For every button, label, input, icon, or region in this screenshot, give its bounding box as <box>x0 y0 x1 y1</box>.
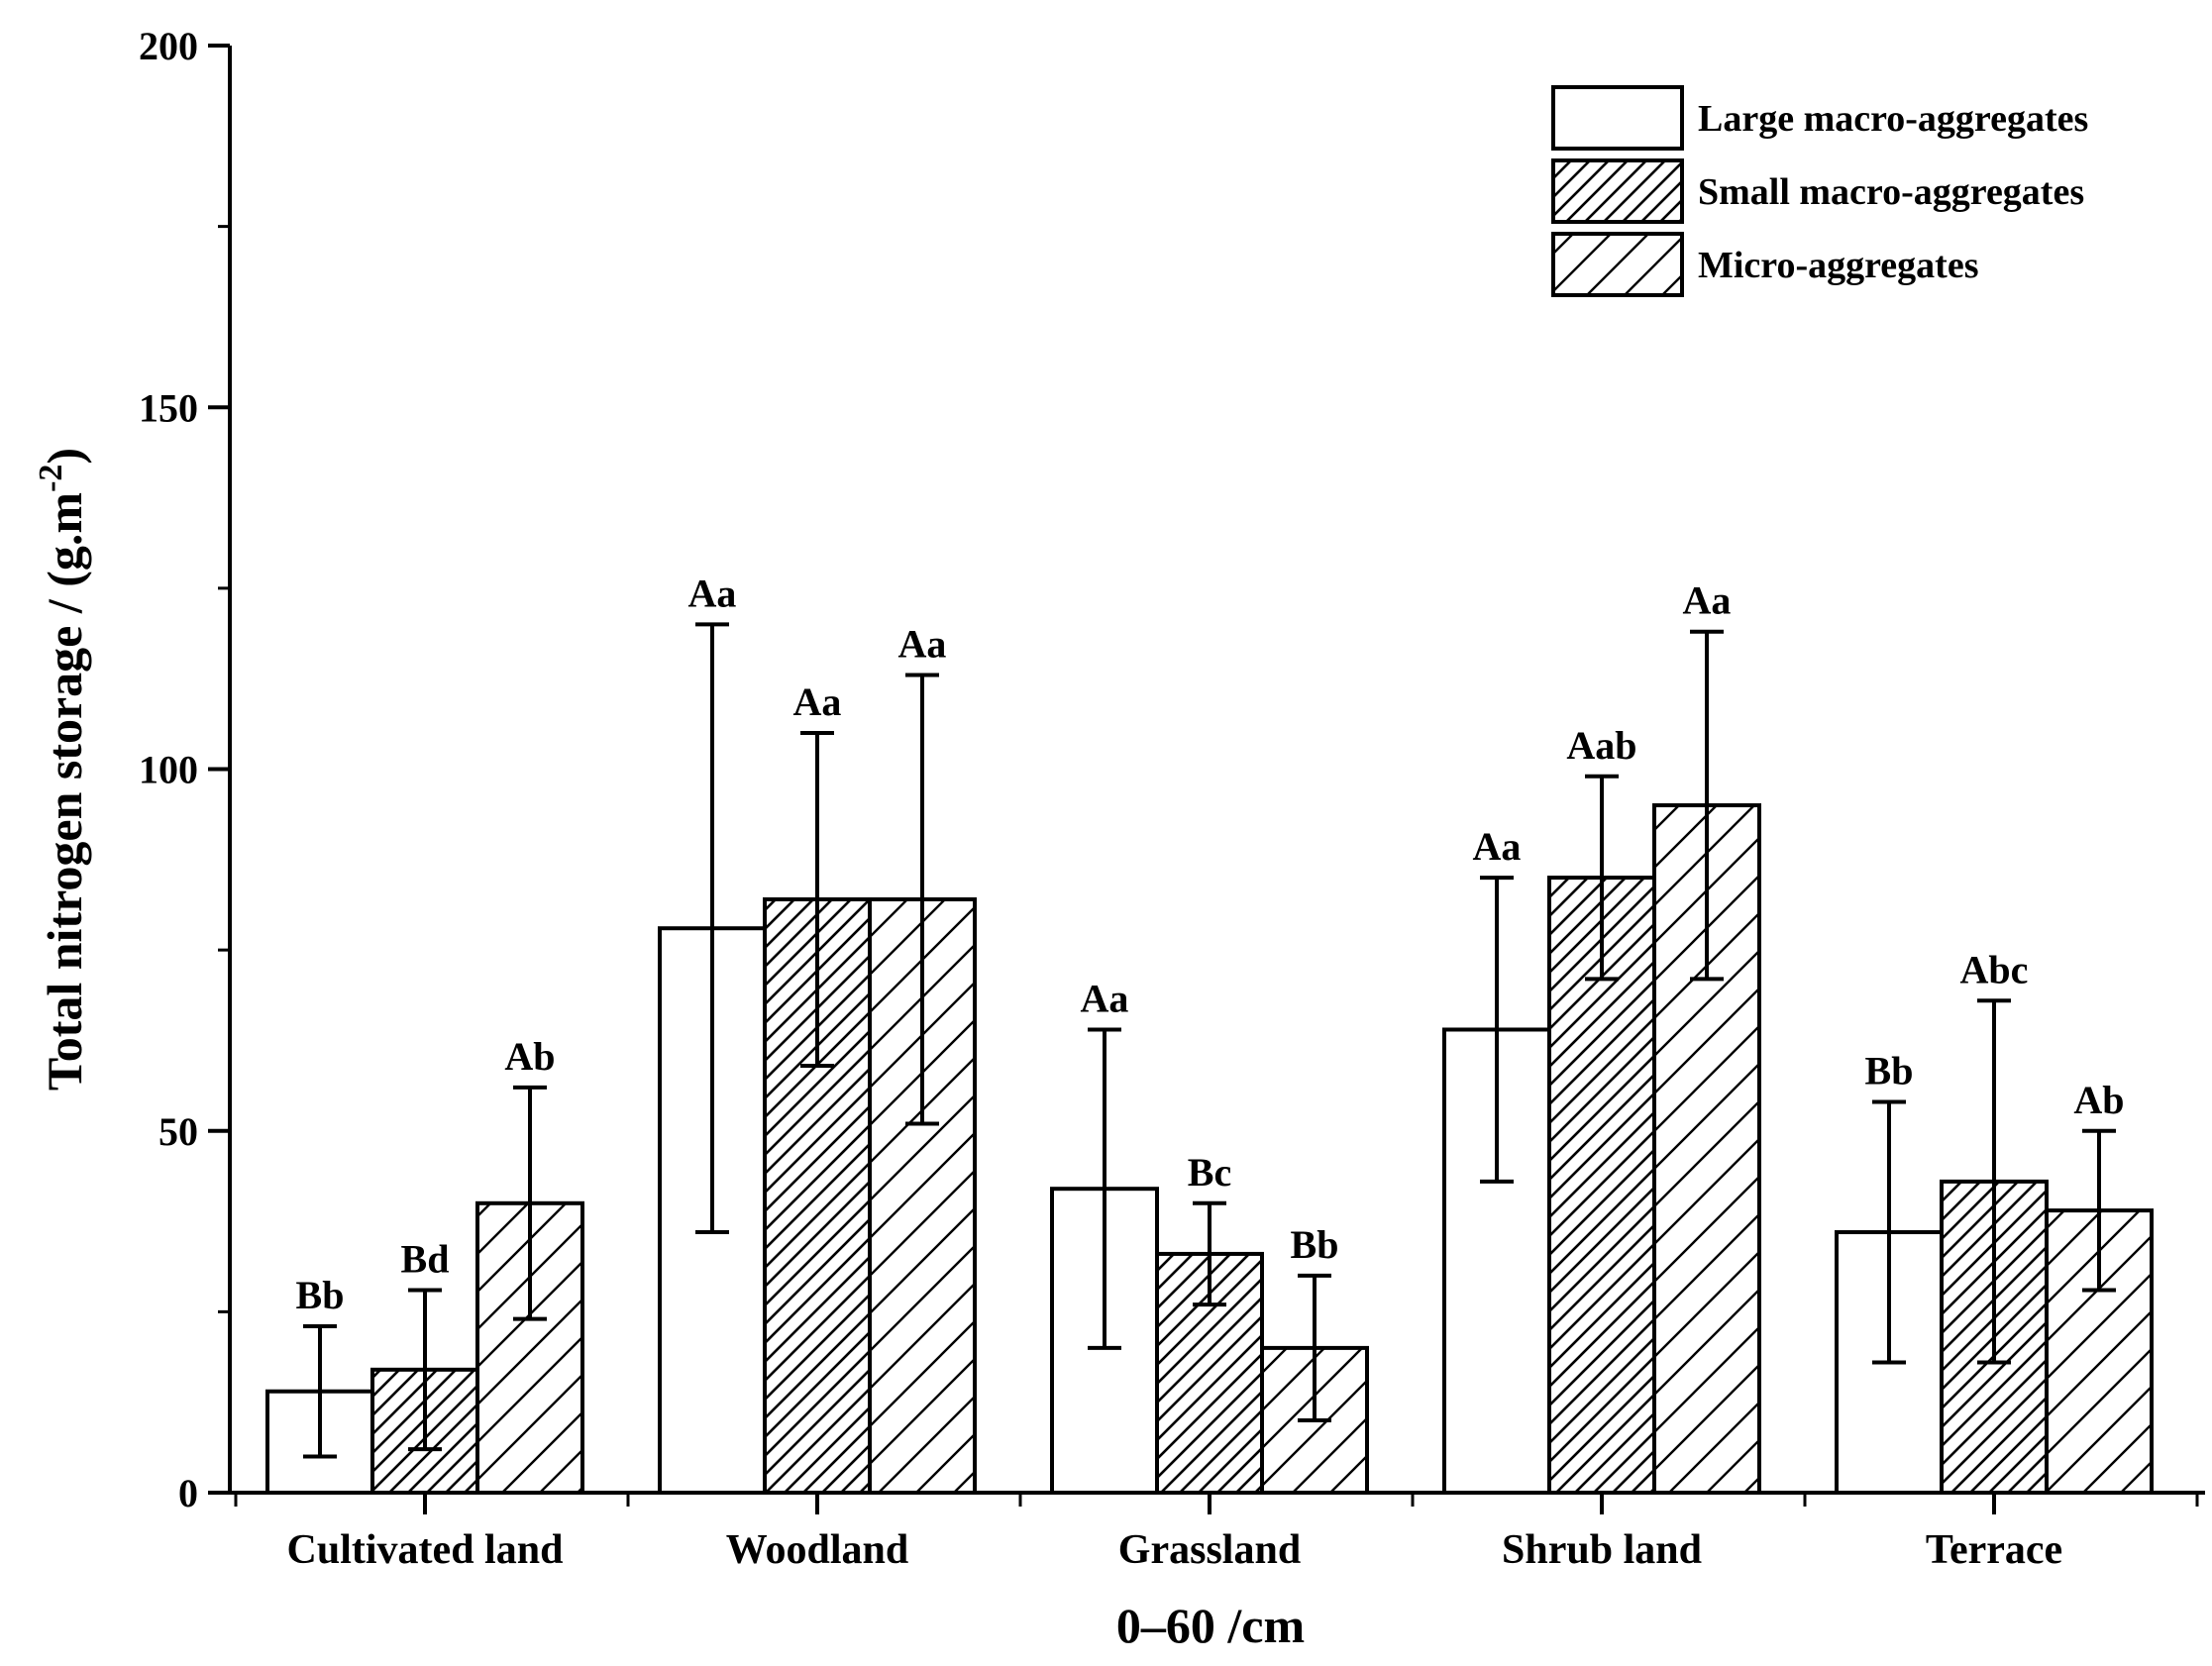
significance-label: Bd <box>401 1236 450 1281</box>
y-axis-title-close: ) <box>37 448 92 465</box>
significance-label: Aa <box>1473 824 1522 869</box>
bar <box>475 1200 584 1496</box>
x-category-label: Cultivated land <box>287 1527 564 1573</box>
significance-label: Abc <box>1960 947 2029 991</box>
x-category-label: Grassland <box>1118 1527 1301 1573</box>
significance-label: Aa <box>793 679 842 724</box>
legend-swatch <box>1551 232 1684 297</box>
significance-label: Bb <box>1291 1222 1339 1267</box>
y-axis-title: Total nitrogen storage / (g.m-2) <box>33 448 92 1091</box>
significance-label: Bb <box>1865 1049 1914 1093</box>
y-tick-label: 200 <box>139 24 198 68</box>
significance-label: Ab <box>504 1034 555 1079</box>
significance-label: Aa <box>1081 976 1129 1020</box>
y-tick-label: 100 <box>139 748 198 792</box>
x-axis-title: 0–60 /cm <box>1116 1598 1305 1653</box>
x-category-label: Woodland <box>726 1527 908 1573</box>
significance-label: Aa <box>898 622 947 667</box>
y-tick-label: 0 <box>178 1471 198 1515</box>
legend-label: Large macro-aggregates <box>1698 98 2088 140</box>
legend-swatch <box>1551 85 1684 151</box>
x-category-label: Terrace <box>1926 1527 2062 1573</box>
significance-label: Bb <box>296 1273 345 1317</box>
legend-label: Small macro-aggregates <box>1698 171 2084 213</box>
significance-label: Aab <box>1566 723 1636 768</box>
legend-label: Micro-aggregates <box>1698 245 1978 286</box>
legend-swatch <box>1551 158 1684 224</box>
significance-label: Ab <box>2073 1078 2124 1122</box>
x-category-label: Shrub land <box>1502 1527 1702 1573</box>
significance-label: Aa <box>688 571 737 615</box>
y-tick-label: 50 <box>158 1109 198 1154</box>
significance-label: Aa <box>1683 578 1732 623</box>
y-tick-label: 150 <box>139 385 198 430</box>
y-axis-title-main: Total nitrogen storage / (g.m <box>37 492 92 1091</box>
significance-label: Bc <box>1188 1150 1231 1195</box>
y-axis-title-superscript: -2 <box>33 465 69 492</box>
